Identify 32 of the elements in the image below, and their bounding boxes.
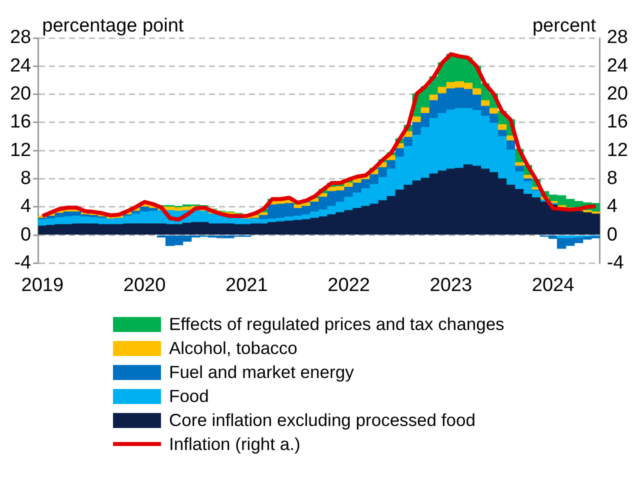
y2-tick-label: 12: [606, 140, 628, 161]
x-tick-label: 2023: [430, 274, 472, 296]
y2-tick-label: 8: [606, 168, 618, 189]
legend-label: Inflation (right a.): [169, 434, 300, 454]
y2-tick-label: 24: [606, 55, 628, 76]
x-tick-label: 2021: [226, 274, 268, 296]
y-tick-label: 20: [10, 84, 32, 105]
y-tick-label: 8: [20, 168, 32, 189]
y2-tick-label: 0: [606, 224, 618, 246]
y-tick-label: 28: [10, 27, 32, 48]
y-axis-title: percentage point: [42, 16, 184, 37]
x-tick-label: 2024: [532, 274, 575, 296]
legend-label: Food: [169, 386, 209, 406]
x-tick-label: 2020: [123, 274, 166, 296]
y2-tick-label: -4: [606, 252, 624, 274]
x-tick-label: 2022: [328, 274, 370, 296]
y-tick-label: 12: [10, 140, 32, 161]
y2-axis-title: percent: [532, 16, 597, 37]
y-tick-label: -4: [14, 252, 32, 274]
legend-label: Core inflation excluding processed food: [169, 410, 476, 430]
y-tick-label: 24: [10, 55, 32, 76]
legend-label: Effects of regulated prices and tax changes: [169, 314, 504, 334]
y-tick-label: 4: [20, 196, 32, 218]
y-tick-label: 16: [10, 112, 32, 133]
y2-tick-label: 4: [606, 196, 618, 218]
legend-label: Alcohol, tobacco: [169, 338, 298, 358]
x-tick-label: 2019: [21, 274, 64, 296]
legend-label: Fuel and market energy: [169, 362, 354, 382]
y2-tick-label: 28: [606, 27, 628, 48]
y-tick-label: 0: [20, 224, 32, 246]
y2-tick-label: 16: [606, 112, 628, 133]
y2-tick-label: 20: [606, 84, 628, 105]
